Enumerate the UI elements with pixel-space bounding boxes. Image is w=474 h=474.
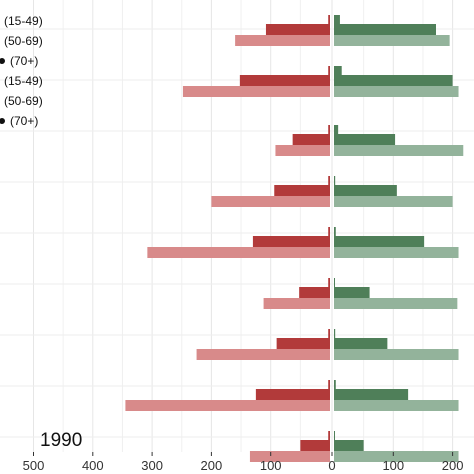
- right-bar-g4-r2: [334, 185, 397, 196]
- left-bar-g4-r1: [328, 176, 330, 185]
- right-bar-g2-r3: [334, 86, 459, 97]
- left-bar-g3-r2: [292, 134, 330, 145]
- right-bar-g8-r1: [334, 380, 336, 389]
- left-bar-g1-r3: [235, 35, 330, 46]
- left-bar-g8-r3: [125, 400, 330, 411]
- right-bar-g1-r1: [334, 15, 340, 24]
- left-bar-g2-r2: [239, 75, 330, 86]
- left-bar-g8-r1: [328, 380, 330, 389]
- left-bar-g6-r1: [328, 278, 330, 287]
- right-bar-g6-r1: [334, 278, 335, 287]
- right-bar-g5-r2: [334, 236, 425, 247]
- left-bar-g5-r3: [147, 247, 330, 258]
- legend-label: (15-49): [4, 74, 43, 88]
- left-bar-g9-r2: [300, 440, 330, 451]
- left-bar-g8-r2: [255, 389, 330, 400]
- left-bar-g9-r3: [249, 451, 330, 462]
- right-bar-g8-r3: [334, 400, 459, 411]
- right-bar-g9-r1: [334, 431, 335, 440]
- left-bar-g5-r2: [252, 236, 330, 247]
- x-tick-label: 400: [82, 458, 104, 473]
- x-tick-label: 200: [442, 458, 464, 473]
- right-bar-g4-r1: [334, 176, 336, 185]
- x-tick-label: 300: [141, 458, 163, 473]
- right-bar-g1-r2: [334, 24, 436, 35]
- right-bar-g6-r3: [334, 298, 458, 309]
- legend-label: (70+): [10, 54, 38, 68]
- left-bar-g9-r1: [328, 431, 330, 440]
- right-bar-g7-r3: [334, 349, 459, 360]
- legend-marker: [0, 118, 5, 124]
- x-tick-label: 100: [260, 458, 282, 473]
- left-bar-g5-r1: [328, 227, 330, 236]
- left-bar-g3-r1: [328, 125, 330, 134]
- right-bar-g3-r1: [334, 125, 339, 134]
- left-bar-g6-r2: [299, 287, 330, 298]
- right-bar-g3-r2: [334, 134, 396, 145]
- right-bar-g9-r2: [334, 440, 364, 451]
- right-bar-g9-r3: [334, 451, 459, 462]
- left-bar-g7-r3: [196, 349, 330, 360]
- x-tick-label: 200: [201, 458, 223, 473]
- left-bar-g7-r2: [276, 338, 330, 349]
- left-bar-g2-r1: [328, 66, 330, 75]
- legend-label: (70+): [10, 114, 38, 128]
- legend-label: (50-69): [4, 34, 43, 48]
- year-annotation: 1990: [40, 430, 82, 451]
- left-bar-g2-r3: [182, 86, 330, 97]
- x-tick-label: 500: [23, 458, 45, 473]
- right-bar-g5-r3: [334, 247, 459, 258]
- right-bar-g5-r1: [334, 227, 336, 236]
- right-bar-g4-r3: [334, 196, 453, 207]
- left-bar-g6-r3: [263, 298, 330, 309]
- right-bar-g6-r2: [334, 287, 370, 298]
- right-bar-g7-r1: [334, 329, 336, 338]
- right-bar-g1-r3: [334, 35, 450, 46]
- x-tick-label: 0: [328, 458, 335, 473]
- bars-layer: [125, 15, 464, 462]
- left-bar-g1-r2: [265, 24, 330, 35]
- right-bar-g3-r3: [334, 145, 464, 156]
- right-bar-g8-r2: [334, 389, 409, 400]
- legend: (15-49) (50-69) (70+) (15-49) (50-69) (70+): [0, 14, 43, 128]
- x-axis-ticks: 500 400 300 200 100 0 100 200: [23, 452, 464, 473]
- x-tick-label: 100: [382, 458, 404, 473]
- left-bar-g7-r1: [328, 329, 330, 338]
- legend-label: (15-49): [4, 14, 43, 28]
- left-bar-g1-r1: [328, 15, 330, 24]
- right-bar-g2-r2: [334, 75, 453, 86]
- right-bar-g7-r2: [334, 338, 388, 349]
- left-bar-g4-r2: [274, 185, 330, 196]
- legend-marker: [0, 58, 5, 64]
- right-bar-g2-r1: [334, 66, 342, 75]
- left-bar-g4-r3: [211, 196, 330, 207]
- left-bar-g3-r3: [275, 145, 330, 156]
- legend-label: (50-69): [4, 94, 43, 108]
